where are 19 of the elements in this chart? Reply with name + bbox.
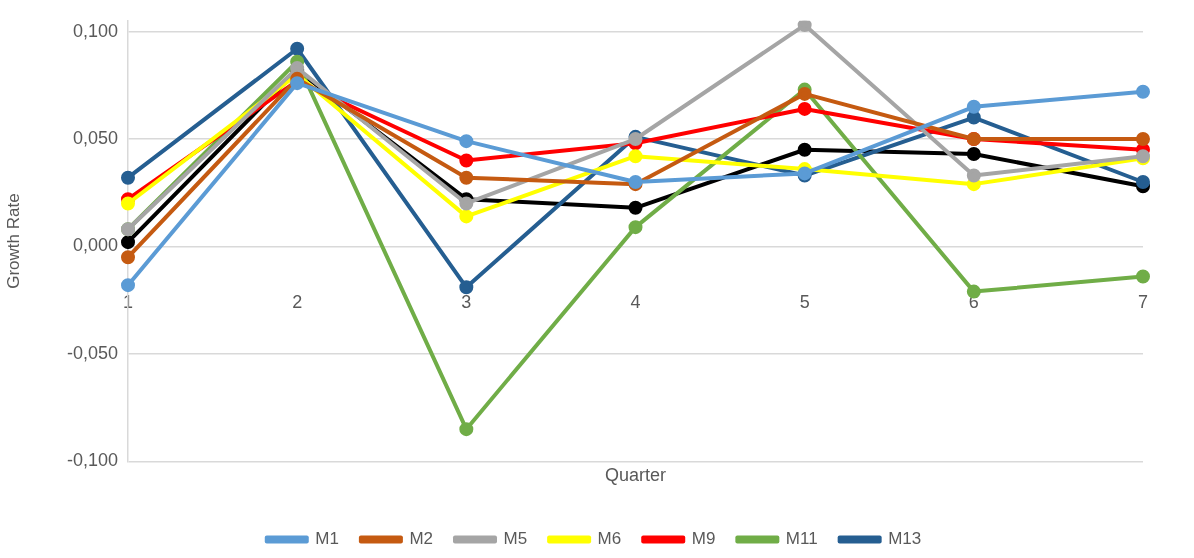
y-tick-label: -0,050 [66,342,118,363]
x-tick-label: 5 [799,292,810,313]
y-tick-label: 0,100 [72,20,118,41]
x-tick-label: 3 [461,292,472,313]
y-axis-title: Growth Rate [3,193,23,289]
x-tick-label: 2 [292,292,303,313]
legend-label: M6 [597,529,622,549]
legend-label: M13 [888,529,922,549]
legend-label: M1 [315,529,339,549]
y-tick-label: -0,100 [66,450,118,471]
y-tick-label: 0,050 [72,127,118,148]
y-tick-label: 0,000 [72,235,118,256]
legend-label: M9 [691,529,716,549]
legend-label: M11 [785,529,818,549]
x-tick-label: 4 [630,292,641,313]
x-axis-title: Quarter [604,465,667,486]
legend-label: M5 [503,529,528,549]
x-tick-label: 7 [1137,292,1148,313]
legend-label: M2 [409,529,434,549]
